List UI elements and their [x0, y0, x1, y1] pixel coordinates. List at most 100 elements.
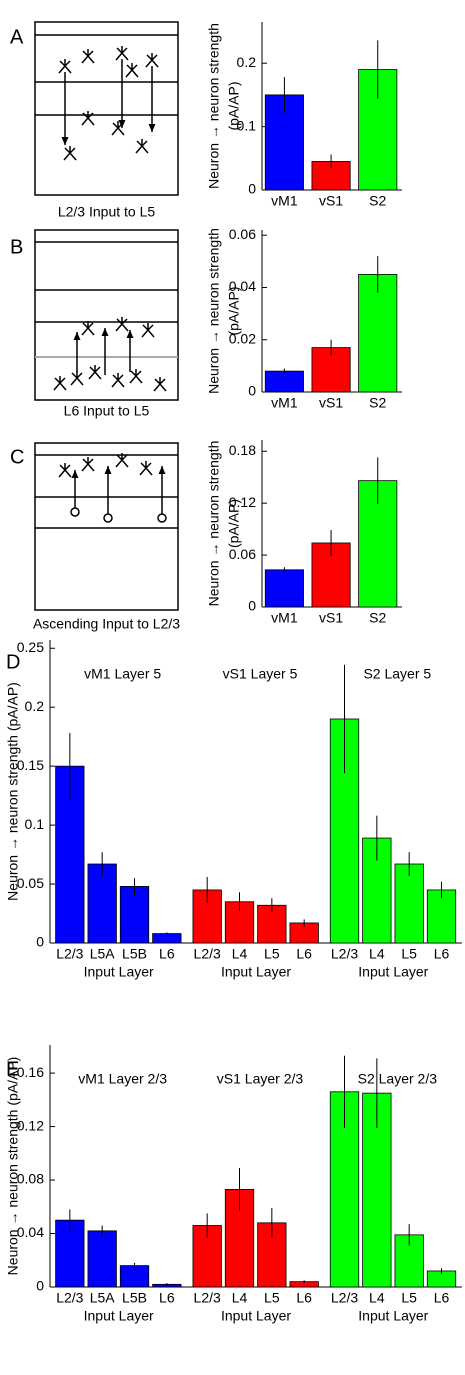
bar — [264, 569, 304, 608]
y-axis-label: Neuron → neuron strength (pA/AP) — [5, 682, 21, 901]
arrow-head — [104, 466, 112, 474]
neuron-icon — [81, 457, 95, 472]
panel-letter: D — [6, 651, 20, 673]
x-axis-label: Input Layer — [358, 1308, 428, 1324]
x-tick-label: L5B — [122, 946, 147, 962]
bar — [119, 1265, 150, 1288]
group-title: vM1 Layer 5 — [84, 666, 161, 682]
arrow-head — [118, 120, 126, 128]
x-tick-label: L5B — [122, 1290, 147, 1306]
neuron-icon — [63, 146, 77, 161]
y-axis-label: Neuron → neuron strength — [206, 441, 222, 607]
x-tick-label: vS1 — [319, 395, 343, 411]
neuron-icon — [115, 317, 129, 332]
schematic-box — [34, 442, 179, 611]
bar — [264, 370, 304, 393]
panel-letter: A — [10, 26, 24, 48]
arrow-head — [158, 466, 166, 474]
neuron-icon — [115, 46, 129, 61]
x-tick-label: L2/3 — [56, 946, 83, 962]
group-title: vS1 Layer 5 — [223, 666, 298, 682]
x-tick-label: L6 — [296, 1290, 312, 1306]
bar — [87, 863, 117, 944]
group-title: S2 Layer 2/3 — [358, 1071, 438, 1087]
x-tick-label: L5A — [90, 946, 116, 962]
y-tick-label: 0.1 — [237, 117, 257, 133]
x-axis-label: Input Layer — [358, 964, 428, 980]
schematic-box — [34, 21, 179, 196]
schematic-caption: Ascending Input to L2/3 — [33, 616, 180, 632]
soma-icon — [103, 513, 113, 523]
y-axis-label: Neuron → neuron strength — [206, 228, 222, 394]
y-tick-label: 0.04 — [17, 1224, 44, 1240]
x-tick-label: L6 — [296, 946, 312, 962]
schematic-box — [34, 229, 179, 401]
x-tick-label: L6 — [434, 946, 450, 962]
y-tick-label: 0.08 — [17, 1171, 44, 1187]
arrow-head — [101, 328, 109, 336]
y-axis-label: (pA/AP) — [226, 81, 242, 130]
x-tick-label: L5 — [264, 1290, 280, 1306]
bar — [119, 886, 150, 944]
y-tick-label: 0.16 — [17, 1064, 44, 1080]
y-tick-label: 0 — [36, 934, 44, 950]
x-tick-label: L2/3 — [194, 946, 221, 962]
x-tick-label: vS1 — [319, 610, 343, 626]
arrow-head — [61, 137, 69, 145]
x-tick-label: L4 — [232, 1290, 248, 1306]
bar — [394, 863, 424, 944]
bar — [55, 1219, 85, 1288]
neuron-icon — [58, 463, 72, 478]
x-tick-label: L5 — [401, 1290, 417, 1306]
panel-letter: C — [10, 446, 24, 468]
neuron-icon — [70, 371, 84, 386]
x-tick-label: S2 — [369, 193, 386, 209]
x-axis-label: Input Layer — [221, 1308, 291, 1324]
y-tick-label: 0 — [248, 598, 256, 614]
bar — [152, 933, 182, 944]
y-axis-label: (pA/AP) — [226, 286, 242, 335]
y-tick-label: 0.05 — [17, 875, 44, 891]
group-title: S2 Layer 5 — [363, 666, 431, 682]
neuron-icon — [141, 323, 155, 338]
arrow-head — [73, 332, 81, 340]
y-tick-label: 0.25 — [17, 639, 44, 655]
y-tick-label: 0.02 — [229, 330, 256, 346]
schematic-caption: L6 Input to L5 — [64, 403, 150, 419]
x-tick-label: L4 — [369, 1290, 385, 1306]
x-tick-label: L6 — [159, 946, 175, 962]
x-tick-label: L5A — [90, 1290, 116, 1306]
y-tick-label: 0 — [36, 1278, 44, 1294]
y-tick-label: 0.1 — [25, 816, 45, 832]
x-tick-label: L4 — [369, 946, 385, 962]
x-tick-label: vM1 — [271, 395, 298, 411]
bar — [87, 1230, 117, 1288]
y-tick-label: 0.06 — [229, 546, 256, 562]
y-tick-label: 0 — [248, 181, 256, 197]
x-tick-label: S2 — [369, 395, 386, 411]
y-tick-label: 0.15 — [17, 757, 44, 773]
y-tick-label: 0.04 — [229, 278, 256, 294]
x-tick-label: L2/3 — [56, 1290, 83, 1306]
y-axis-label: Neuron → neuron strength (pA/AP) — [5, 1057, 21, 1276]
panel-letter: E — [6, 1058, 19, 1080]
group-title: vS1 Layer 2/3 — [217, 1071, 304, 1087]
panel-letter: B — [10, 236, 23, 258]
arrow-head — [148, 124, 156, 132]
neuron-icon — [115, 453, 129, 468]
neuron-icon — [111, 373, 125, 388]
x-tick-label: vM1 — [271, 610, 298, 626]
x-axis-label: Input Layer — [84, 1308, 154, 1324]
x-tick-label: L2/3 — [331, 1290, 358, 1306]
y-tick-label: 0.12 — [229, 494, 256, 510]
neuron-icon — [81, 111, 95, 126]
bar — [329, 718, 360, 944]
neuron-icon — [58, 59, 72, 74]
neuron-icon — [135, 139, 149, 154]
y-axis-label: (pA/AP) — [226, 499, 242, 548]
neuron-icon — [125, 63, 139, 78]
neuron-icon — [129, 369, 143, 384]
neuron-icon — [139, 461, 153, 476]
y-tick-label: 0.18 — [229, 442, 256, 458]
y-axis-label: Neuron → neuron strength — [206, 23, 222, 189]
